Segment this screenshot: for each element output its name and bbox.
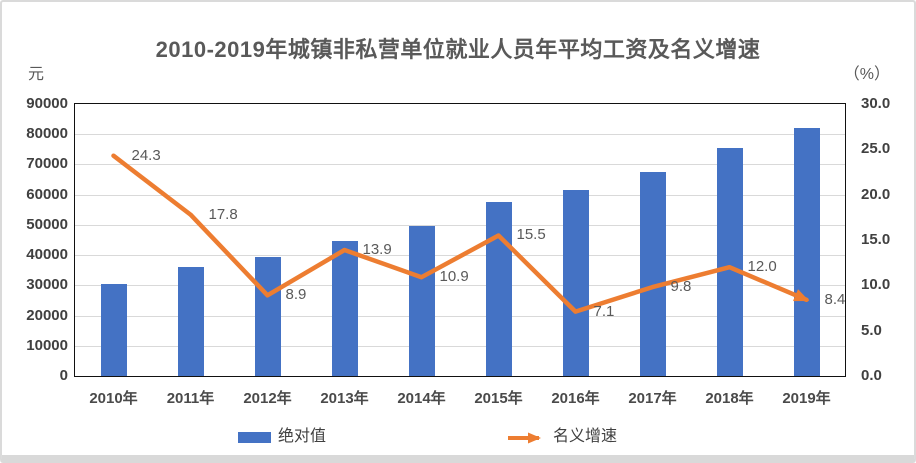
data-label-2011年: 17.8 (208, 205, 238, 223)
left-axis-tick-label: 20000 (26, 306, 68, 324)
grid-line (75, 134, 845, 136)
data-label-2012年: 8.9 (285, 286, 307, 304)
bar-2015年 (485, 202, 512, 376)
left-axis-tick-label: 80000 (26, 125, 68, 143)
data-label-2010年: 24.3 (131, 146, 161, 164)
x-axis-tick-label: 2018年 (705, 390, 754, 407)
bar-2016年 (562, 189, 589, 376)
left-axis-tick-label: 50000 (26, 215, 68, 233)
bar-2017年 (639, 171, 666, 376)
bar-2010年 (100, 283, 127, 376)
x-axis-tick-label: 2017年 (628, 390, 677, 407)
x-axis-tick-label: 2019年 (782, 390, 831, 407)
data-label-2014年: 10.9 (439, 268, 469, 286)
data-label-2018年: 12.0 (747, 258, 777, 276)
grid-line (75, 224, 845, 226)
right-axis-tick-label: 10.0 (861, 276, 891, 294)
right-axis-tick-label: 30.0 (861, 95, 891, 112)
bar-2012年 (254, 257, 281, 376)
legend-line-arrow-icon (508, 432, 541, 444)
right-axis-tick-label: 0.0 (861, 367, 882, 384)
left-axis-tick-label: 10000 (26, 336, 68, 354)
data-label-2015年: 15.5 (516, 226, 546, 244)
x-axis-tick-label: 2011年 (166, 390, 215, 407)
x-axis-tick-label: 2016年 (551, 390, 600, 407)
left-axis-tick-label: 40000 (26, 246, 68, 264)
left-axis-tick-label: 30000 (26, 276, 68, 294)
x-axis-tick-label: 2013年 (320, 390, 369, 407)
right-axis-tick-label: 15.0 (861, 231, 891, 248)
grid-line (75, 285, 845, 287)
data-label-2019年: 8.4 (824, 290, 846, 308)
left-axis-tick-label: 70000 (26, 155, 68, 173)
left-axis-tick-label: 60000 (26, 185, 68, 203)
legend-bar-swatch (238, 432, 271, 443)
x-axis-tick-label: 2010年 (89, 390, 138, 407)
grid-line (75, 315, 845, 317)
x-axis-tick-label: 2012年 (243, 390, 292, 407)
bar-2013年 (331, 240, 358, 376)
legend-line-label: 名义增速 (553, 428, 618, 445)
x-axis-tick-label: 2015年 (474, 390, 523, 407)
right-axis-tick-label: 5.0 (861, 321, 882, 339)
bar-2011年 (177, 266, 204, 376)
data-label-2016年: 7.1 (593, 302, 615, 320)
right-axis-tick-label: 25.0 (861, 140, 891, 158)
left-axis-unit-label: 元 (28, 66, 45, 83)
grid-line (75, 345, 845, 347)
right-axis-unit-label: （%） (843, 66, 890, 83)
legend-bar-label: 绝对值 (278, 428, 327, 445)
x-axis-tick-label: 2014年 (397, 390, 446, 407)
bar-2018年 (716, 147, 743, 376)
line-series-layer (111, 153, 810, 314)
chart-title: 2010-2019年城镇非私营单位就业人员年平均工资及名义增速 (155, 37, 761, 62)
grid-line (75, 164, 845, 166)
bar-2019年 (793, 128, 820, 376)
left-axis-tick-label: 90000 (26, 95, 68, 112)
left-axis-tick-label: 0 (59, 367, 68, 384)
growth-line (111, 153, 810, 314)
bar-2014年 (408, 225, 435, 376)
grid-line (75, 194, 845, 196)
data-label-2017年: 9.8 (670, 278, 692, 296)
right-axis-tick-label: 20.0 (861, 185, 891, 203)
data-label-2013年: 13.9 (362, 240, 392, 258)
plot-area-border (73, 102, 846, 377)
